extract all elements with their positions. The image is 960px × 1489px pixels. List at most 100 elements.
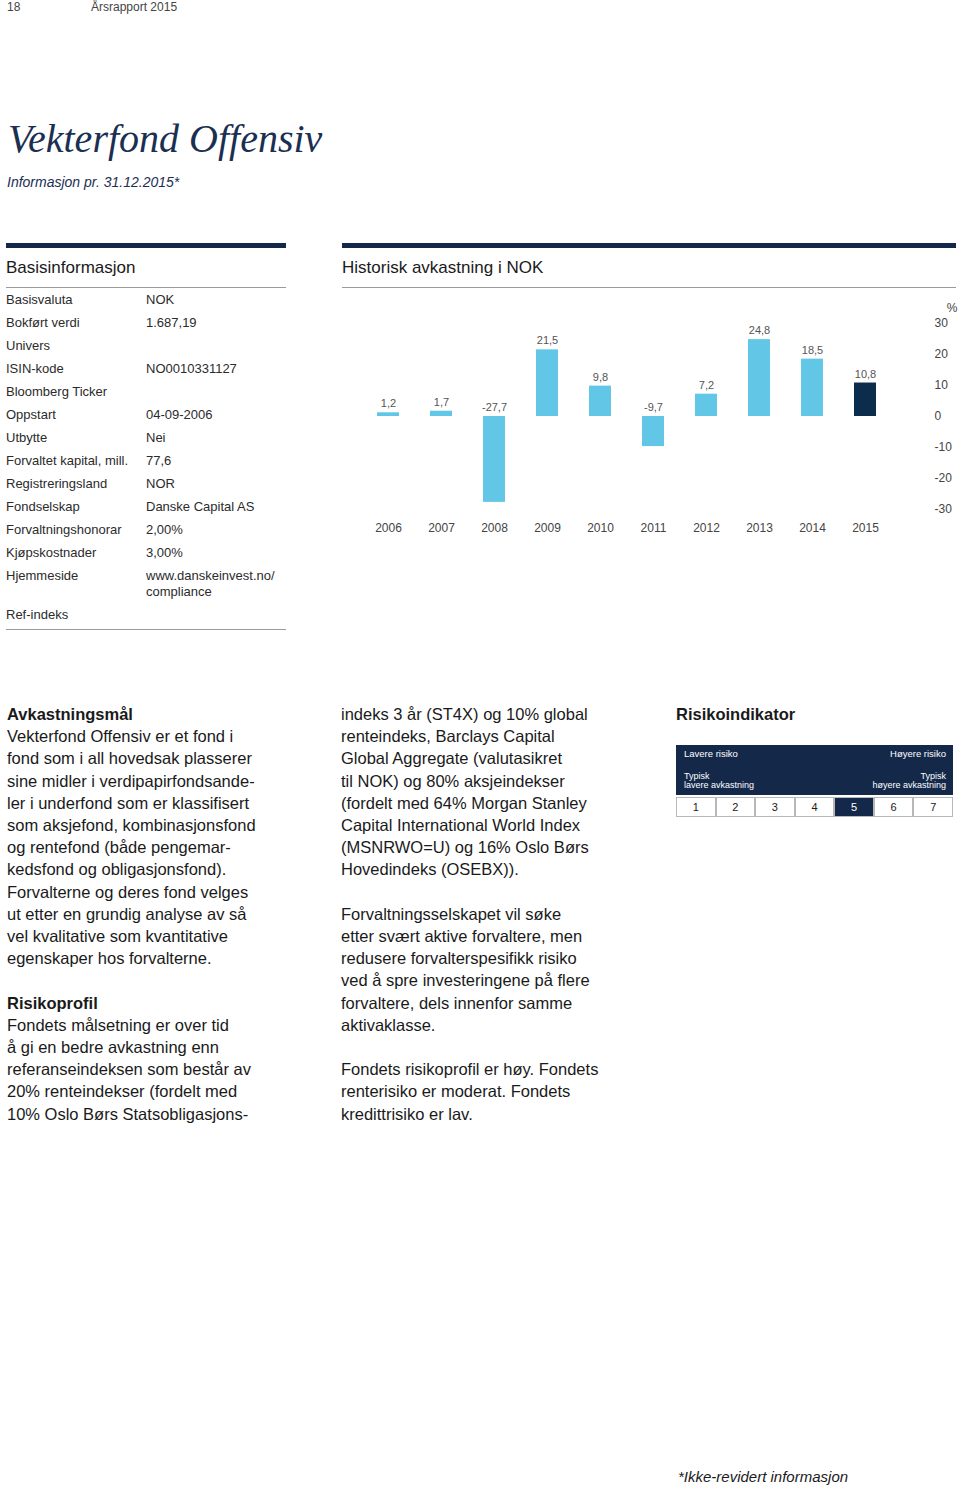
html-text:Avkastningsmål: Avkastningsmål bbox=[7, 705, 133, 723]
html-text:Risikoindikator: Risikoindikator bbox=[676, 705, 796, 723]
html-text:forvaltere, dels innenfor samm: forvaltere, dels innenfor samme bbox=[341, 993, 573, 1012]
html-text:kredittrisiko er lav.: kredittrisiko er lav. bbox=[341, 1104, 473, 1123]
html-text:77,6: 77,6 bbox=[146, 453, 172, 468]
html-text:Bloomberg Ticker: Bloomberg Ticker bbox=[6, 384, 108, 399]
svg-text:18,5: 18,5 bbox=[802, 344, 823, 356]
html-text:Typisk: Typisk bbox=[684, 771, 710, 781]
html-text:Høyere risiko: Høyere risiko bbox=[890, 748, 946, 759]
svg-text:10,8: 10,8 bbox=[855, 368, 876, 380]
svg-text:-30: -30 bbox=[935, 502, 953, 516]
svg-text:10: 10 bbox=[935, 378, 949, 392]
html-text:www.danskeinvest.no/: www.danskeinvest.no/ bbox=[146, 568, 275, 583]
html-text:Forvaltningsselskapet vil søke: Forvaltningsselskapet vil søke bbox=[341, 904, 562, 923]
html-text:å gi en bedre avkastning enn: å gi en bedre avkastning enn bbox=[7, 1038, 219, 1056]
svg-text:2010: 2010 bbox=[587, 521, 614, 535]
svg-text:-20: -20 bbox=[935, 471, 953, 485]
html-text:Basisvaluta: Basisvaluta bbox=[6, 292, 73, 307]
html-text:Vekterfond Offensiv: Vekterfond Offensiv bbox=[8, 116, 323, 161]
html-text:Registreringsland: Registreringsland bbox=[6, 476, 108, 491]
html-text:compliance: compliance bbox=[146, 584, 212, 599]
svg-text:2012: 2012 bbox=[693, 521, 720, 535]
html-text:ler i underfond som er klassif: ler i underfond som er klassifisert bbox=[7, 793, 250, 812]
html-text:Risikoprofil: Risikoprofil bbox=[7, 993, 98, 1012]
svg-text:30: 30 bbox=[935, 316, 949, 330]
svg-text:21,5: 21,5 bbox=[537, 334, 558, 346]
html-text:3,00%: 3,00% bbox=[146, 545, 183, 560]
html-text:Fondets risikoprofil er høy. F: Fondets risikoprofil er høy. Fondets bbox=[341, 1060, 599, 1079]
html-text:Forvaltningshonorar: Forvaltningshonorar bbox=[6, 522, 122, 537]
html-text:Utbytte: Utbytte bbox=[6, 430, 48, 445]
svg-text:2006: 2006 bbox=[375, 521, 402, 535]
svg-text:24,8: 24,8 bbox=[749, 324, 770, 336]
html-text:ISIN-kode: ISIN-kode bbox=[6, 361, 64, 376]
html-text:Historisk avkastning i NOK: Historisk avkastning i NOK bbox=[342, 258, 544, 277]
html-text:Kjøpskostnader: Kjøpskostnader bbox=[6, 545, 97, 560]
html-text:vel kvalitative som kvantitati: vel kvalitative som kvantitative bbox=[7, 927, 228, 945]
html-text:Global Aggregate (valutasikret: Global Aggregate (valutasikret bbox=[341, 749, 562, 768]
html-text:som aksjefond, kombinasjonsfon: som aksjefond, kombinasjonsfond bbox=[7, 816, 256, 834]
html-text:ut etter en grundig analyse av: ut etter en grundig analyse av så bbox=[7, 904, 247, 923]
html-text:Informasjon pr. 31.12.2015*: Informasjon pr. 31.12.2015* bbox=[7, 174, 180, 190]
html-text:(fordelt med 64% Morgan Stanle: (fordelt med 64% Morgan Stanley bbox=[341, 793, 587, 812]
svg-text:2009: 2009 bbox=[534, 521, 561, 535]
html-text:Forvaltet kapital, mill.: Forvaltet kapital, mill. bbox=[6, 453, 129, 468]
html-text:indeks 3 år (ST4X) og 10% glob: indeks 3 år (ST4X) og 10% global bbox=[341, 705, 588, 723]
html-text:Capital International World In: Capital International World Index bbox=[341, 816, 581, 834]
html-text:og rentefond (både pengemar-: og rentefond (både pengemar- bbox=[7, 838, 231, 857]
svg-text:2014: 2014 bbox=[799, 521, 826, 535]
html-text:Årsrapport 2015: Årsrapport 2015 bbox=[91, 0, 178, 14]
svg-text:7,2: 7,2 bbox=[699, 379, 714, 391]
svg-text:9,8: 9,8 bbox=[593, 371, 608, 383]
svg-text:2011: 2011 bbox=[641, 521, 667, 535]
svg-text:-10: -10 bbox=[935, 440, 953, 454]
svg-text:-27,7: -27,7 bbox=[482, 401, 507, 413]
html-text:fond som i all hovedsak plasse: fond som i all hovedsak plasserer bbox=[7, 749, 252, 768]
html-text:18: 18 bbox=[7, 0, 21, 14]
svg-text:2015: 2015 bbox=[852, 521, 879, 535]
svg-text:2013: 2013 bbox=[746, 521, 773, 535]
html-text:ved å spre investeringene på f: ved å spre investeringene på flere bbox=[341, 971, 590, 990]
html-text:(MSNRWO=U) og 16% Oslo Børs: (MSNRWO=U) og 16% Oslo Børs bbox=[341, 838, 589, 857]
svg-text:2007: 2007 bbox=[428, 521, 455, 535]
html-text:Nei: Nei bbox=[146, 430, 166, 445]
svg-text:2008: 2008 bbox=[481, 521, 508, 535]
html-text:1.687,19: 1.687,19 bbox=[146, 315, 197, 330]
html-text:Fondets målsetning er over tid: Fondets målsetning er over tid bbox=[7, 1015, 229, 1034]
svg-text:20: 20 bbox=[935, 347, 949, 361]
html-text:20% renteindekser (fordelt med: 20% renteindekser (fordelt med bbox=[7, 1082, 238, 1101]
html-text:Danske Capital AS: Danske Capital AS bbox=[146, 499, 255, 514]
html-text:*Ikke-revidert informasjon: *Ikke-revidert informasjon bbox=[678, 1468, 849, 1485]
html-text:Univers: Univers bbox=[6, 338, 51, 353]
svg-text:1,7: 1,7 bbox=[434, 396, 449, 408]
html-text:NOK: NOK bbox=[146, 292, 175, 307]
html-text:kedsfond og obligasjonsfond).: kedsfond og obligasjonsfond). bbox=[7, 860, 227, 879]
html-text:etter svært aktive forvaltere,: etter svært aktive forvaltere, men bbox=[341, 927, 583, 945]
html-text:til NOK) og 80% aksjeindekser: til NOK) og 80% aksjeindekser bbox=[341, 771, 565, 790]
html-text:renteindeks, Barclays Capital: renteindeks, Barclays Capital bbox=[341, 727, 555, 746]
html-text:egenskaper hos forvalterne.: egenskaper hos forvalterne. bbox=[7, 949, 212, 968]
html-text:Hjemmeside: Hjemmeside bbox=[6, 568, 79, 583]
svg-text:%: % bbox=[947, 301, 958, 315]
svg-text:1,2: 1,2 bbox=[381, 397, 396, 409]
html-text:Bokført verdi: Bokført verdi bbox=[6, 315, 80, 330]
html-text:Ref-indeks: Ref-indeks bbox=[6, 607, 69, 622]
html-text:Fondselskap: Fondselskap bbox=[6, 499, 80, 514]
html-text:aktivaklasse.: aktivaklasse. bbox=[341, 1015, 436, 1034]
svg-text:-9,7: -9,7 bbox=[644, 401, 663, 413]
html-text:10% Oslo Børs Statsobligasjons: 10% Oslo Børs Statsobligasjons- bbox=[7, 1104, 249, 1123]
html-text:Vekterfond Offensiv er et fond: Vekterfond Offensiv er et fond i bbox=[7, 727, 234, 746]
html-text:NOR: NOR bbox=[146, 476, 175, 491]
html-text:04-09-2006: 04-09-2006 bbox=[146, 407, 213, 422]
html-text:referanseindeksen som består a: referanseindeksen som består av bbox=[7, 1060, 251, 1079]
html-text:NO0010331127: NO0010331127 bbox=[146, 361, 237, 376]
html-text:Hovedindeks (OSEBX)).: Hovedindeks (OSEBX)). bbox=[341, 860, 519, 879]
html-text:Lavere risiko: Lavere risiko bbox=[684, 748, 738, 759]
html-text:sine midler i verdipapirfondsa: sine midler i verdipapirfondsande- bbox=[7, 771, 255, 790]
html-text:Oppstart: Oppstart bbox=[6, 407, 56, 422]
svg-text:0: 0 bbox=[935, 409, 942, 423]
html-text:Forvalterne og deres fond velg: Forvalterne og deres fond velges bbox=[7, 882, 249, 901]
html-text:Basisinformasjon: Basisinformasjon bbox=[6, 258, 136, 277]
html-text:redusere forvalterspesifikk ri: redusere forvalterspesifikk risiko bbox=[341, 949, 577, 968]
html-text:2,00%: 2,00% bbox=[146, 522, 183, 537]
html-text:renterisiko er moderat. Fondet: renterisiko er moderat. Fondets bbox=[341, 1082, 571, 1101]
